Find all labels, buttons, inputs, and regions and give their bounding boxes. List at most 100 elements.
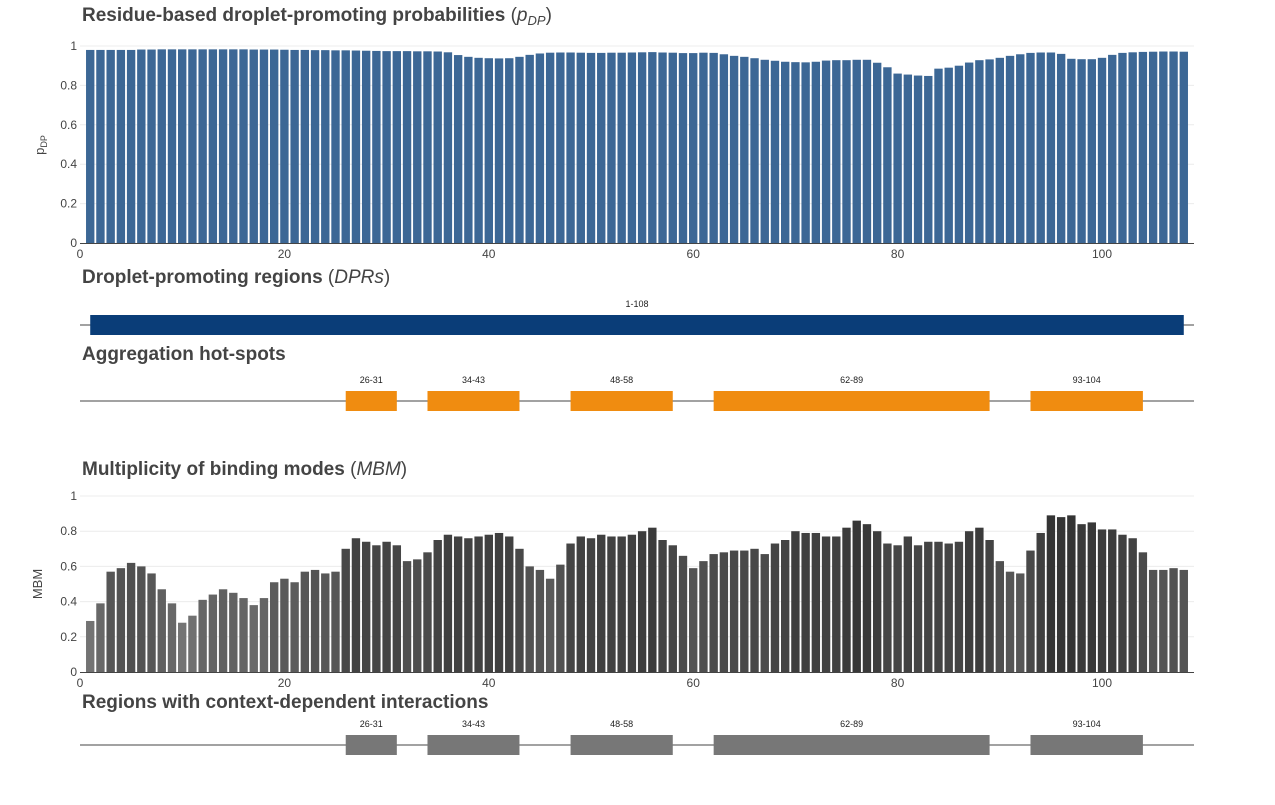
mbm-bar bbox=[453, 536, 463, 672]
mbm-bar bbox=[709, 554, 718, 672]
pdp-bar bbox=[545, 52, 555, 244]
mbm-bar bbox=[668, 545, 677, 672]
pdp-bar bbox=[1087, 59, 1096, 243]
pdp-bar bbox=[392, 51, 402, 243]
pdp-bar bbox=[351, 50, 361, 243]
mbm-bar bbox=[699, 561, 708, 672]
pdp-bar bbox=[280, 49, 289, 244]
hotspots-segment bbox=[713, 391, 990, 411]
pdp-bar bbox=[106, 49, 115, 243]
pdp-bar bbox=[791, 62, 800, 244]
hotspots-segment bbox=[1030, 391, 1143, 411]
pdp-x-tick-label: 80 bbox=[891, 247, 905, 261]
pdp-bar bbox=[944, 67, 953, 243]
pdp-bar bbox=[913, 75, 923, 243]
pdp-y-tick-label: 0.2 bbox=[60, 197, 77, 211]
mbm-bar bbox=[719, 552, 729, 672]
mbm-bar bbox=[290, 582, 299, 672]
pdp-bar bbox=[1118, 52, 1127, 243]
pdp-bar bbox=[872, 62, 882, 244]
pdp-bar bbox=[341, 50, 350, 243]
pdp-bar bbox=[249, 49, 258, 243]
mbm-bar bbox=[126, 562, 136, 672]
mbm-bar bbox=[821, 536, 831, 672]
mbm-bar bbox=[1087, 522, 1096, 672]
mbm-bars bbox=[86, 515, 1188, 672]
pdp-bar bbox=[964, 62, 974, 243]
pdp-bar bbox=[556, 52, 565, 243]
mbm-bar bbox=[474, 536, 483, 672]
mbm-bar bbox=[535, 569, 545, 672]
pdp-title-text: Residue-based droplet-promoting probabil… bbox=[82, 5, 505, 26]
mbm-bar bbox=[321, 573, 330, 672]
mbm-bar bbox=[1056, 517, 1066, 672]
pdp-bar bbox=[903, 74, 913, 243]
pdp-bar bbox=[1138, 51, 1148, 243]
pdp-bar bbox=[668, 52, 677, 244]
context-segment bbox=[1030, 735, 1143, 755]
pdp-title-sub: DP bbox=[528, 13, 546, 28]
pdp-bar bbox=[750, 58, 759, 243]
pdp-bar bbox=[1159, 51, 1168, 244]
pdp-x-tick-label: 0 bbox=[77, 247, 84, 261]
pdp-y-tick-label: 1 bbox=[70, 39, 77, 53]
pdp-bar bbox=[525, 54, 534, 243]
pdp-x-tick-label: 40 bbox=[482, 247, 496, 261]
pdp-bar bbox=[484, 58, 493, 243]
pdp-bar bbox=[760, 59, 769, 243]
pdp-bar bbox=[198, 49, 207, 243]
pdp-bar bbox=[1016, 54, 1025, 243]
hotspots-segment-label: 48-58 bbox=[610, 375, 633, 385]
mbm-bar bbox=[627, 534, 637, 672]
mbm-bar bbox=[637, 531, 647, 672]
hotspots-track-panel: Aggregation hot-spots 26-31 34-43 48-58 62-… bbox=[80, 344, 1194, 411]
pdp-bar bbox=[310, 50, 320, 244]
context-segment-label: 62-89 bbox=[840, 719, 863, 729]
pdp-bar bbox=[96, 49, 105, 243]
mbm-bar bbox=[832, 536, 841, 672]
pdp-bar bbox=[719, 54, 729, 243]
pdp-bar bbox=[372, 50, 381, 243]
mbm-chart-panel: Multiplicity of binding modes (MBM) MBM … bbox=[30, 459, 1194, 690]
pdp-bar bbox=[86, 49, 95, 243]
mbm-bar bbox=[791, 531, 800, 672]
dpr-track-panel: Droplet-promoting regions (DPRs) 1-108 bbox=[80, 267, 1194, 335]
pdp-bar bbox=[505, 58, 514, 243]
mbm-bar bbox=[157, 589, 166, 672]
mbm-bar bbox=[607, 536, 616, 672]
mbm-bar bbox=[229, 592, 238, 672]
mbm-bar bbox=[372, 545, 381, 672]
pdp-bar bbox=[658, 52, 667, 243]
pdp-bar bbox=[453, 55, 463, 244]
mbm-bar bbox=[842, 527, 851, 672]
mbm-bar bbox=[975, 527, 984, 672]
pdp-bar bbox=[678, 53, 688, 244]
pdp-bar bbox=[627, 52, 637, 243]
mbm-bar bbox=[750, 548, 759, 672]
dpr-title-text: Droplet-promoting regions bbox=[82, 267, 323, 288]
pdp-bar bbox=[361, 50, 371, 244]
context-segment bbox=[713, 735, 990, 755]
mbm-y-ticks: 0 0.2 0.4 0.6 0.8 1 bbox=[60, 489, 77, 679]
dpr-track-title: Droplet-promoting regions (DPRs) bbox=[82, 267, 390, 288]
pdp-y-tick-label: 0.8 bbox=[60, 78, 77, 92]
mbm-bar bbox=[586, 538, 596, 672]
hotspots-segment-label: 34-43 bbox=[462, 375, 485, 385]
mbm-bar bbox=[862, 524, 872, 672]
mbm-bar bbox=[443, 534, 453, 672]
pdp-bar bbox=[821, 60, 831, 243]
mbm-bar bbox=[525, 566, 534, 672]
pdp-chart-title: Residue-based droplet-promoting probabil… bbox=[82, 5, 552, 28]
mbm-title-var: MBM bbox=[356, 459, 401, 480]
pdp-bar bbox=[975, 60, 984, 244]
mbm-bar bbox=[964, 531, 974, 672]
pdp-bar bbox=[259, 49, 269, 243]
pdp-bar bbox=[137, 49, 146, 243]
mbm-bar bbox=[167, 603, 177, 672]
pdp-bar bbox=[494, 58, 504, 244]
mbm-bar bbox=[729, 550, 739, 672]
pdp-bar bbox=[1056, 53, 1066, 243]
mbm-bar bbox=[893, 545, 902, 672]
pdp-y-tick-label: 0 bbox=[70, 236, 77, 250]
